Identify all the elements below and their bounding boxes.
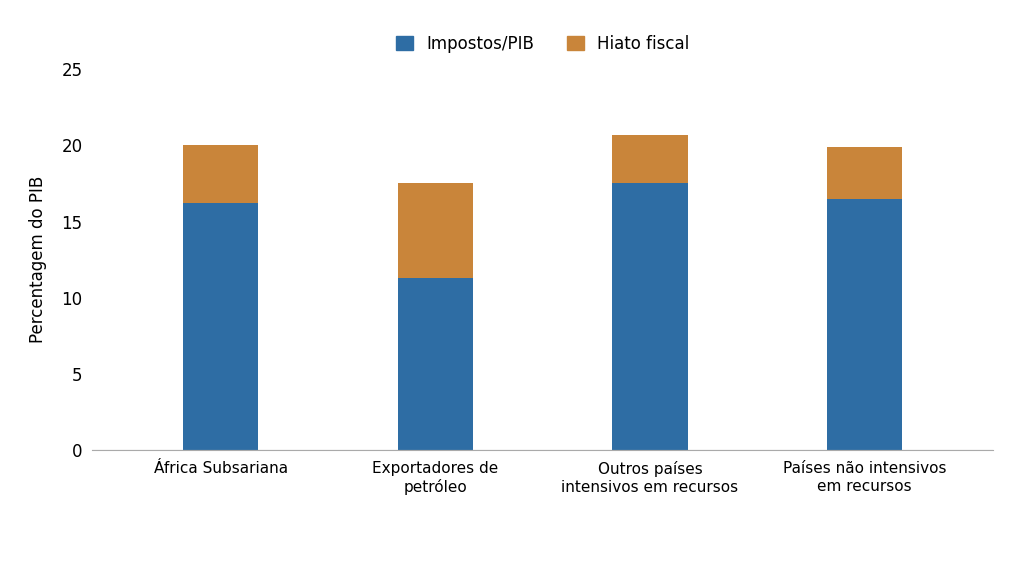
Bar — [612, 183, 687, 450]
Bar — [827, 147, 902, 198]
Bar — [827, 198, 902, 450]
Bar — [612, 135, 687, 183]
Legend: Impostos/PIB, Hiato fiscal: Impostos/PIB, Hiato fiscal — [389, 28, 696, 59]
Bar — [183, 203, 258, 450]
Y-axis label: Percentagem do PIB: Percentagem do PIB — [30, 176, 47, 343]
Bar — [398, 278, 473, 450]
Bar — [398, 183, 473, 278]
Bar — [183, 145, 258, 203]
